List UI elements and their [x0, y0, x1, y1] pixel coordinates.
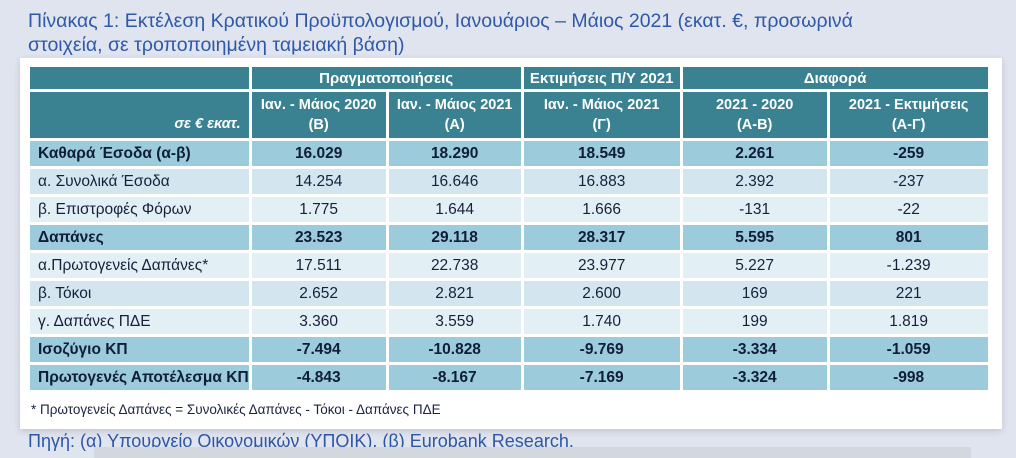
column-header-diff-AB: 2021 - 2020 (Α-Β): [682, 92, 827, 138]
cell-value: 16.883: [523, 169, 680, 194]
cell-value: 5.595: [682, 225, 827, 250]
cell-value: 2.392: [682, 169, 827, 194]
cell-value: 3.559: [388, 309, 521, 334]
column-header-period: Ιαν. - Μάιος 2020: [260, 97, 377, 113]
cell-value: -4.843: [251, 365, 386, 390]
cell-value: 801: [829, 225, 988, 250]
cell-value: -998: [829, 365, 988, 390]
cell-value: 16.029: [251, 141, 386, 166]
cell-value: 1.666: [523, 197, 680, 222]
cell-value: 1.819: [829, 309, 988, 334]
cell-value: -7.494: [251, 337, 386, 362]
column-header-code: (Α-Β): [736, 117, 773, 133]
cell-value: 23.977: [523, 253, 680, 278]
group-header-difference: Διαφορά: [682, 67, 988, 89]
table-row-primary-expenditure: α.Πρωτογενείς Δαπάνες* 17.511 22.738 23.…: [30, 253, 988, 278]
cell-value: -3.324: [682, 365, 827, 390]
cell-value: 18.549: [523, 141, 680, 166]
row-label: Πρωτογενές Αποτέλεσμα ΚΠ: [30, 365, 249, 390]
cell-value: -1.059: [829, 337, 988, 362]
cell-value: -131: [682, 197, 827, 222]
group-header-row: Πραγματοποιήσεις Εκτιμήσεις Π/Υ 2021 Δια…: [30, 67, 988, 89]
row-label: Δαπάνες: [30, 225, 249, 250]
cell-value: 17.511: [251, 253, 386, 278]
unit-label: σε € εκατ.: [30, 92, 249, 138]
column-header-period: 2021 - Εκτιμήσεις: [848, 97, 969, 113]
cell-value: 5.227: [682, 253, 827, 278]
row-label: α.Πρωτογενείς Δαπάνες*: [30, 253, 249, 278]
table-row-pde-expenditure: γ. Δαπάνες ΠΔΕ 3.360 3.559 1.740 199 1.8…: [30, 309, 988, 334]
footnote: * Πρωτογενείς Δαπάνες = Συνολικές Δαπάνε…: [31, 402, 441, 417]
cell-value: 18.290: [388, 141, 521, 166]
cell-value: -1.239: [829, 253, 988, 278]
corner-cell: [30, 67, 249, 89]
column-header-period: Ιαν. - Μάιος 2021: [543, 97, 660, 113]
row-label: Καθαρά Έσοδα (α-β): [30, 141, 249, 166]
column-header-2020B: Ιαν. - Μάιος 2020 (Β): [251, 92, 386, 138]
cell-value: -22: [829, 197, 988, 222]
column-header-diff-AG: 2021 - Εκτιμήσεις (Α-Γ): [829, 92, 988, 138]
column-header-code: (Γ): [592, 117, 611, 133]
table-row-primary-balance: Πρωτογενές Αποτέλεσμα ΚΠ -4.843 -8.167 -…: [30, 365, 988, 390]
cell-value: 221: [829, 281, 988, 306]
column-header-code: (Β): [308, 117, 329, 133]
row-label: β. Επιστροφές Φόρων: [30, 197, 249, 222]
cell-value: 28.317: [523, 225, 680, 250]
cell-value: 2.261: [682, 141, 827, 166]
table-panel: Πραγματοποιήσεις Εκτιμήσεις Π/Υ 2021 Δια…: [20, 58, 1002, 429]
cell-value: -9.769: [523, 337, 680, 362]
column-header-period: 2021 - 2020: [715, 97, 794, 113]
cell-value: 2.652: [251, 281, 386, 306]
table-row-tax-refunds: β. Επιστροφές Φόρων 1.775 1.644 1.666 -1…: [30, 197, 988, 222]
cell-value: 3.360: [251, 309, 386, 334]
cell-value: 2.821: [388, 281, 521, 306]
budget-table: Πραγματοποιήσεις Εκτιμήσεις Π/Υ 2021 Δια…: [27, 64, 991, 393]
table-title-line1: Πίνακας 1: Εκτέλεση Κρατικού Προϋπολογισ…: [28, 10, 853, 32]
column-header-2021G: Ιαν. - Μάιος 2021 (Γ): [523, 92, 680, 138]
column-header-code: (Α-Γ): [891, 117, 926, 133]
group-header-actuals: Πραγματοποιήσεις: [251, 67, 521, 89]
table-row-interest: β. Τόκοι 2.652 2.821 2.600 169 221: [30, 281, 988, 306]
cell-value: -237: [829, 169, 988, 194]
cell-value: 14.254: [251, 169, 386, 194]
cell-value: 2.600: [523, 281, 680, 306]
table-row-total-revenue: α. Συνολικά Έσοδα 14.254 16.646 16.883 2…: [30, 169, 988, 194]
cell-value: -10.828: [388, 337, 521, 362]
cell-value: -3.334: [682, 337, 827, 362]
column-header-2021A: Ιαν. - Μάιος 2021 (Α): [388, 92, 521, 138]
cell-value: 23.523: [251, 225, 386, 250]
source-note: Πηγή: (α) Υπουργείο Οικονομικών (ΥΠΟΙΚ),…: [28, 431, 574, 451]
table-row-expenditure: Δαπάνες 23.523 29.118 28.317 5.595 801: [30, 225, 988, 250]
cell-value: 1.740: [523, 309, 680, 334]
group-header-budget-estimates: Εκτιμήσεις Π/Υ 2021: [523, 67, 680, 89]
row-label: β. Τόκοι: [30, 281, 249, 306]
cell-value: -7.169: [523, 365, 680, 390]
cell-value: 16.646: [388, 169, 521, 194]
row-label: α. Συνολικά Έσοδα: [30, 169, 249, 194]
cell-value: 199: [682, 309, 827, 334]
cell-value: -8.167: [388, 365, 521, 390]
table-title: Πίνακας 1: Εκτέλεση Κρατικού Προϋπολογισ…: [28, 9, 993, 57]
row-label: γ. Δαπάνες ΠΔΕ: [30, 309, 249, 334]
bottom-gray-bar: [94, 447, 971, 458]
cell-value: 1.644: [388, 197, 521, 222]
cell-value: 169: [682, 281, 827, 306]
table-row-budget-balance: Ισοζύγιο ΚΠ -7.494 -10.828 -9.769 -3.334…: [30, 337, 988, 362]
column-header-code: (Α): [444, 117, 465, 133]
cell-value: 1.775: [251, 197, 386, 222]
table-row-net-revenue: Καθαρά Έσοδα (α-β) 16.029 18.290 18.549 …: [30, 141, 988, 166]
column-header-row: σε € εκατ. Ιαν. - Μάιος 2020 (Β) Ιαν. - …: [30, 92, 988, 138]
cell-value: 22.738: [388, 253, 521, 278]
cell-value: 29.118: [388, 225, 521, 250]
row-label: Ισοζύγιο ΚΠ: [30, 337, 249, 362]
column-header-period: Ιαν. - Μάιος 2021: [396, 97, 513, 113]
table-title-line2: στοιχεία, σε τροποποιημένη ταμειακή βάση…: [28, 34, 405, 56]
cell-value: -259: [829, 141, 988, 166]
